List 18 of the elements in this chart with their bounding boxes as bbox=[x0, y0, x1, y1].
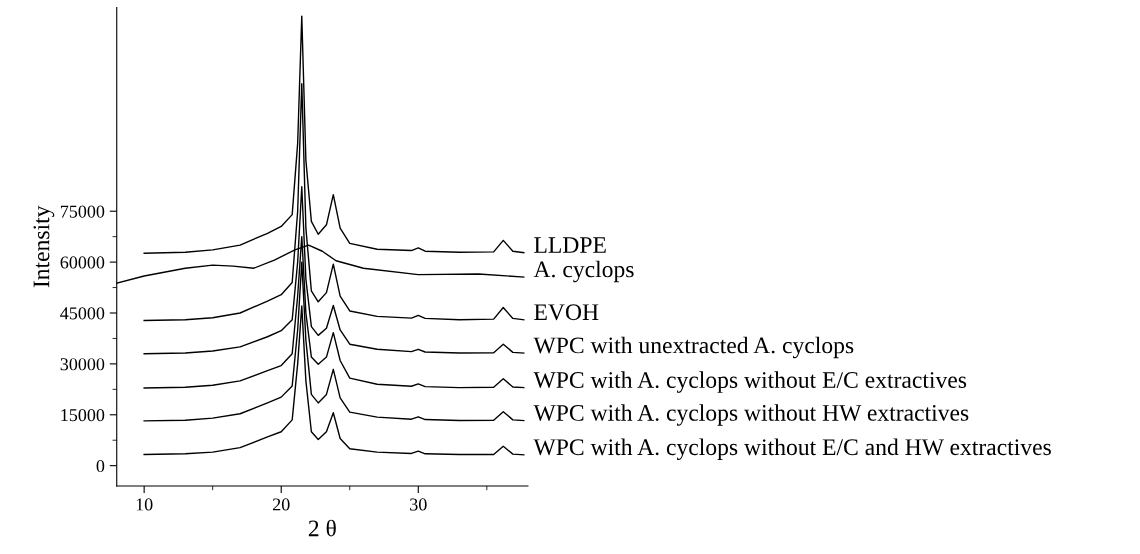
x-tick-label: 10 bbox=[136, 498, 153, 511]
series-label: LLDPE bbox=[534, 237, 606, 253]
y-tick-label: 0 bbox=[96, 459, 105, 473]
y-tick-label: 45000 bbox=[60, 307, 105, 320]
y-tick-label: 30000 bbox=[60, 358, 105, 371]
series-label: WPC with A. cyclops without HW extractives bbox=[533, 404, 969, 426]
series-label: EVOH bbox=[534, 304, 599, 321]
x-tick-label: 30 bbox=[410, 498, 427, 511]
y-tick-label: 60000 bbox=[60, 256, 105, 269]
y-axis-title: Intensity bbox=[33, 205, 55, 288]
x-tick-label: 20 bbox=[272, 498, 290, 511]
x-axis-title: 2 θ bbox=[308, 519, 336, 537]
series-label: A. cyclops bbox=[533, 260, 634, 283]
y-tick-label: 15000 bbox=[61, 409, 105, 422]
series-label: WPC with A. cyclops without E/C and HW extractives bbox=[533, 438, 1051, 460]
y-tick-label: 75000 bbox=[60, 205, 105, 218]
series-label: WPC with A. cyclops without E/C extractives bbox=[533, 371, 967, 393]
series-label: WPC with unextracted A. cyclops bbox=[533, 336, 854, 359]
